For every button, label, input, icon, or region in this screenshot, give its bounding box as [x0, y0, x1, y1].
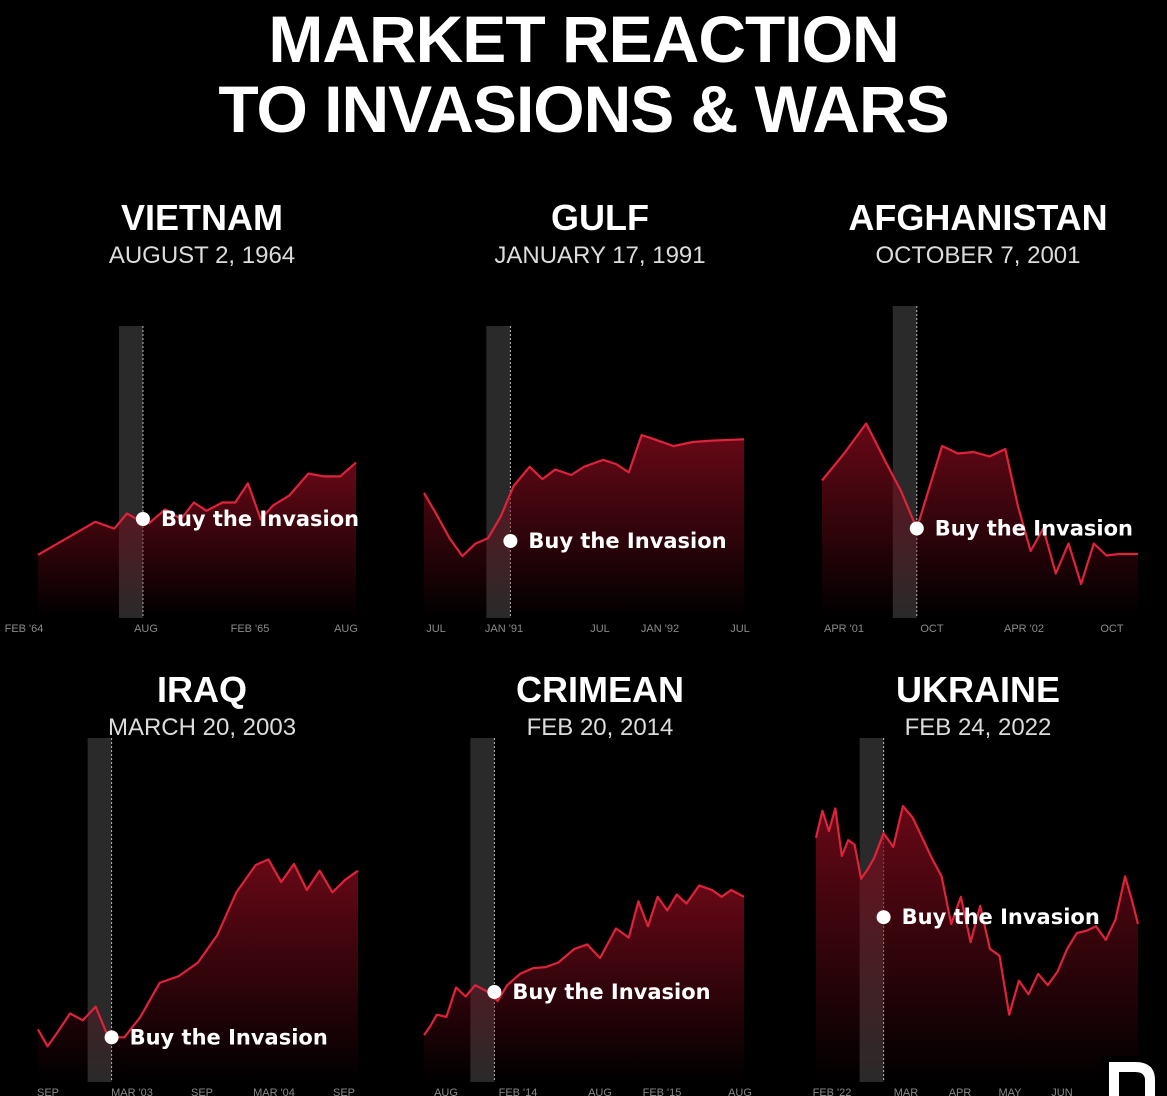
chart-date: MARCH 20, 2003: [107, 714, 297, 741]
series-area: [816, 806, 1138, 1082]
x-tick-label: FEB '64: [5, 623, 44, 635]
series-area: [424, 885, 744, 1082]
page-title-line-2: TO INVASIONS & WARS: [218, 72, 949, 146]
brand-logo-icon: [1101, 1056, 1163, 1096]
chart-title: UKRAINE: [895, 669, 1060, 710]
chart-vietnam: Buy the Invasion FEB '64 AUG FEB '65 AUG: [5, 326, 359, 635]
chart-afghanistan: Buy the Invasion APR '01 OCT APR '02 OCT: [821, 306, 1138, 635]
chart-panel-gulf: GULF JANUARY 17, 1991 Buy the Invasion JU…: [410, 196, 790, 646]
series-area: [822, 423, 1138, 618]
x-tick-label: APR '02: [1004, 623, 1044, 635]
chart-date: FEB 24, 2022: [904, 714, 1052, 741]
series-line: [423, 884, 745, 1036]
annotation-label: Buy the Invasion: [528, 529, 726, 553]
annotation-dot: [503, 534, 518, 548]
x-tick-label: FEB '15: [643, 1087, 682, 1096]
x-tick-label: OCT: [920, 623, 944, 635]
series-line: [37, 461, 357, 556]
annotation-label: Buy the Invasion: [902, 905, 1100, 929]
chart-gulf: Buy the Invasion JUL JAN '91 JUL JAN '92 JUL: [423, 326, 750, 635]
series-area: [424, 435, 744, 618]
annotation-label: Buy the Invasion: [935, 517, 1133, 541]
x-tick-label: JAN '91: [485, 623, 523, 635]
annotation-dot: [104, 1030, 119, 1045]
x-tick-label: SEP: [191, 1087, 213, 1096]
x-tick-label: AUG: [728, 1087, 752, 1096]
x-tick-label: JAN '92: [641, 623, 679, 635]
x-tick-label: AUG: [434, 1087, 458, 1096]
x-tick-label: JUN: [1051, 1087, 1072, 1096]
chart-date: OCTOBER 7, 2001: [875, 242, 1081, 269]
series-line: [814, 805, 1140, 1016]
x-tick-label: MAR: [894, 1087, 919, 1096]
x-tick-label: JUL: [590, 623, 610, 635]
chart-title: IRAQ: [157, 669, 247, 710]
x-tick-label: MAY: [998, 1087, 1022, 1096]
chart-panel-iraq: IRAQ MARCH 20, 2003 Buy the Invasion SEP M…: [12, 668, 392, 1096]
series-line: [37, 858, 359, 1048]
x-tick-label: FEB '22: [813, 1087, 852, 1096]
x-tick-label: SEP: [333, 1087, 355, 1096]
chart-panel-vietnam: VIETNAM AUGUST 2, 1964 Buy the Invasion F…: [5, 196, 392, 646]
x-tick-label: JUL: [426, 623, 446, 635]
page-title-line-1: MARKET REACTION: [268, 2, 899, 76]
series-line: [423, 434, 745, 558]
annotation-label: Buy the Invasion: [161, 507, 359, 531]
x-tick-label: FEB '65: [231, 623, 270, 635]
page-title: MARKET REACTION TO INVASIONS & WARS: [0, 4, 1167, 144]
annotation-dot: [909, 521, 924, 536]
annotation-dot: [135, 512, 150, 526]
chart-title: GULF: [551, 197, 649, 238]
chart-date: JANUARY 17, 1991: [494, 242, 706, 269]
chart-title: CRIMEAN: [516, 669, 684, 710]
chart-panel-crimean: CRIMEAN FEB 20, 2014 Buy the Invasion AUG…: [410, 668, 790, 1096]
x-tick-label: MAR '03: [111, 1087, 153, 1096]
annotation-dot: [487, 985, 502, 999]
chart-iraq: Buy the Invasion SEP MAR '03 SEP MAR '04 SEP: [37, 738, 359, 1096]
x-tick-label: AUG: [134, 623, 158, 635]
x-tick-label: MAR '04: [253, 1087, 295, 1096]
series-area: [38, 462, 356, 618]
series-area: [38, 859, 358, 1082]
chart-title: AFGHANISTAN: [848, 197, 1108, 238]
x-tick-label: AUG: [334, 623, 358, 635]
x-tick-label: SEP: [37, 1087, 59, 1096]
x-tick-label: OCT: [1100, 623, 1124, 635]
chart-date: AUGUST 2, 1964: [108, 242, 296, 269]
annotation-label: Buy the Invasion: [130, 1025, 328, 1049]
chart-crimean: Buy the Invasion AUG FEB '14 AUG FEB '15 AUG: [423, 738, 752, 1096]
chart-title: VIETNAM: [121, 197, 283, 238]
x-tick-label: APR '01: [824, 623, 864, 635]
chart-ukraine: Buy the Invasion FEB '22 MAR APR MAY JUN: [813, 738, 1140, 1096]
x-tick-label: AUG: [588, 1087, 612, 1096]
chart-date: FEB 20, 2014: [526, 714, 674, 741]
annotation-label: Buy the Invasion: [512, 980, 710, 1004]
x-tick-label: JUL: [730, 623, 750, 635]
x-tick-label: APR: [949, 1087, 972, 1096]
annotation-dot: [876, 910, 891, 925]
series-line: [821, 422, 1138, 586]
chart-panel-afghanistan: AFGHANISTAN OCTOBER 7, 2001 Buy the Inva…: [788, 196, 1167, 646]
chart-panel-ukraine: UKRAINE FEB 24, 2022 Buy the Invasion FEB…: [788, 668, 1167, 1096]
x-tick-label: FEB '14: [499, 1087, 538, 1096]
